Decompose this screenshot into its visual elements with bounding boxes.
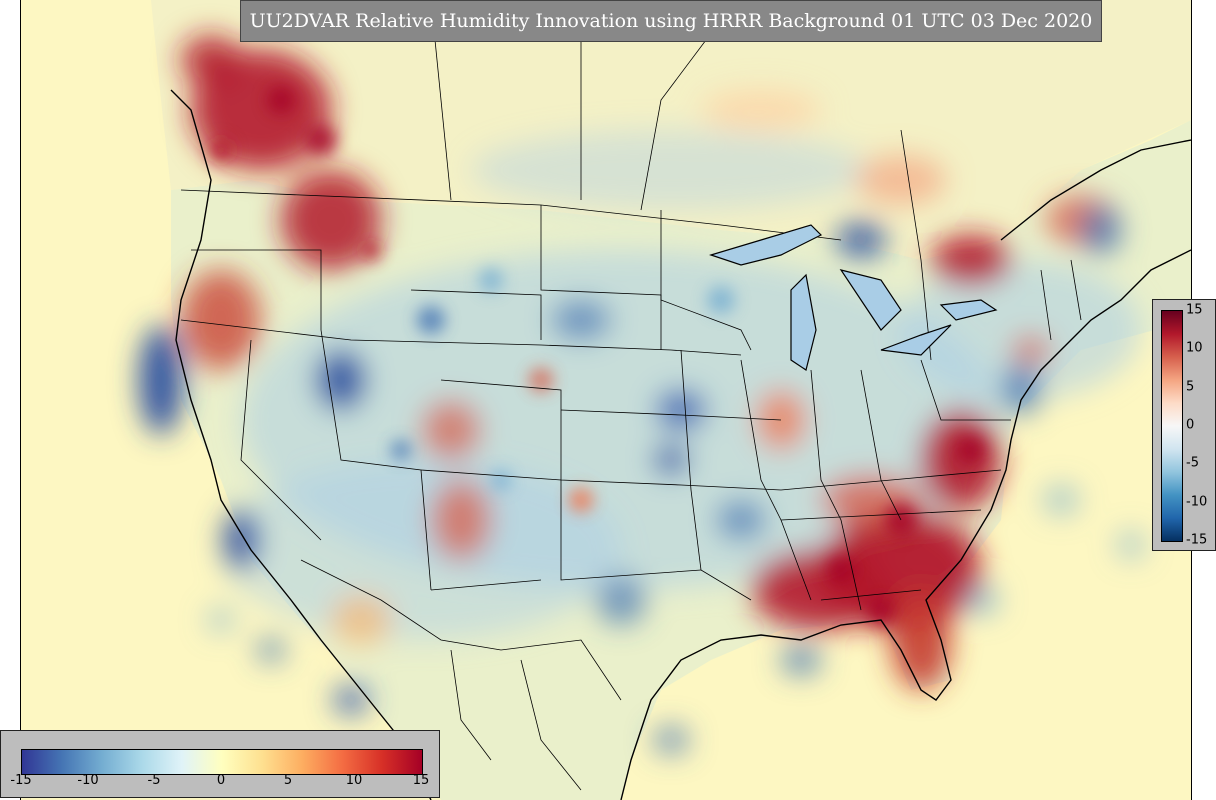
map-canvas (21, 0, 1191, 800)
mexico-boundaries (300, 559, 622, 791)
innovation-field (139, 35, 1145, 754)
colorbar-bottom-tick: -10 (77, 773, 99, 788)
colorbar-right-tick: 10 (1186, 340, 1203, 356)
colorbar-bottom-tick: 0 (216, 773, 226, 788)
colorbar-right-tick: 0 (1186, 417, 1195, 433)
colorbar-bottom: -15 -10 -5 0 5 10 15 (0, 730, 440, 798)
innovation-detail (209, 86, 985, 624)
colorbar-bottom-tick: 15 (412, 773, 430, 788)
colorbar-bottom-tick: -5 (147, 773, 161, 788)
colorbar-bottom-tick: -15 (10, 773, 32, 788)
colorbar-right-tick: -5 (1186, 455, 1199, 471)
state-boundaries (180, 0, 1082, 611)
colorbar-bottom-tick: 5 (283, 773, 293, 788)
coastline (170, 89, 1191, 800)
colorbar-right-tick: -10 (1186, 494, 1208, 510)
map-title: UU2DVAR Relative Humidity Innovation usi… (240, 0, 1102, 42)
great-lakes (709, 224, 998, 371)
colorbar-right: 15 10 5 0 -5 -10 -15 (1152, 299, 1216, 551)
colorbar-bottom-tick: 10 (345, 773, 363, 788)
humidity-innovation-map (20, 0, 1192, 800)
colorbar-right-tick: -15 (1186, 532, 1208, 548)
colorbar-right-gradient (1161, 310, 1183, 542)
colorbar-bottom-gradient (21, 749, 423, 775)
colorbar-right-tick: 15 (1186, 302, 1203, 318)
colorbar-right-tick: 5 (1186, 379, 1195, 395)
